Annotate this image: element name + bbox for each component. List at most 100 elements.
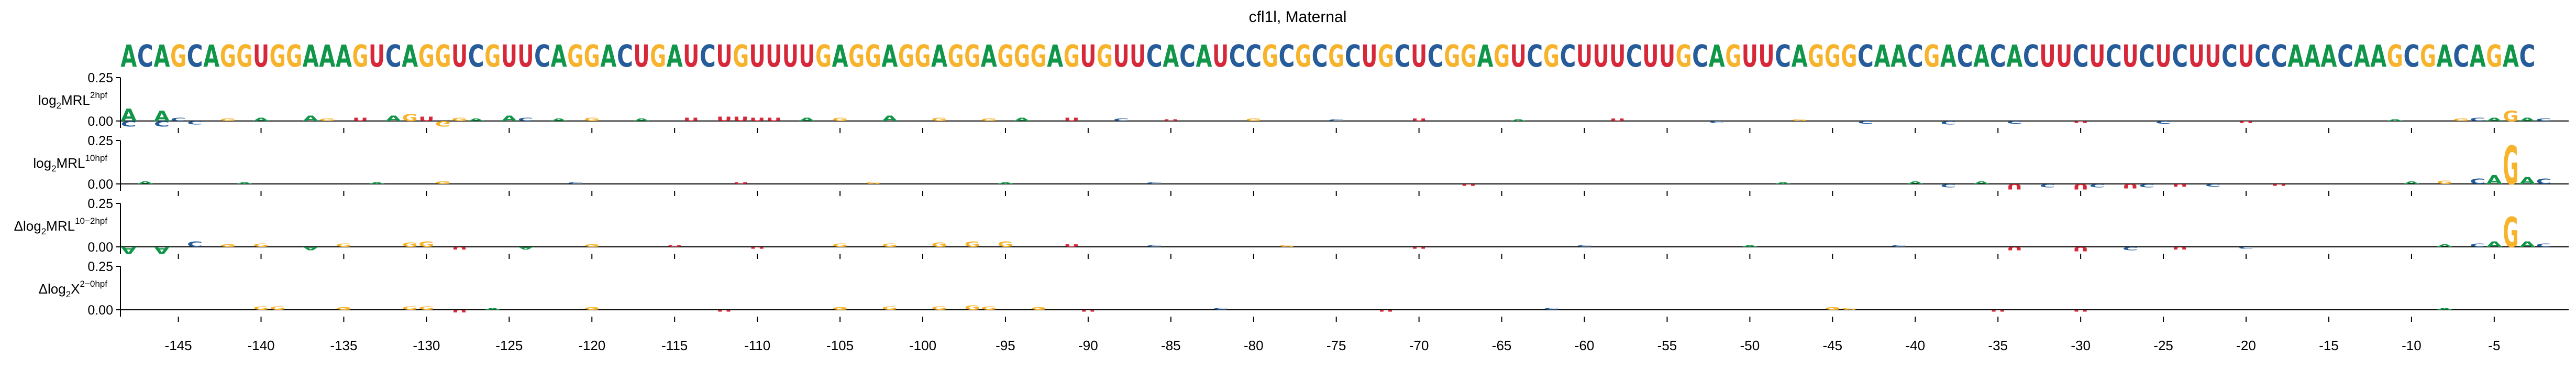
x-axis: -145 -140 -135 -130 -125 -120 -115 -110 -105 -100… [165, 338, 2501, 353]
logo-letter: G [402, 112, 418, 123]
logo-letter: U [766, 116, 782, 122]
sequence-letter: G [915, 38, 931, 74]
sequence-letter: U [1576, 38, 1593, 74]
logo-letter: A [303, 114, 318, 123]
x-tick-label: -15 [2319, 338, 2339, 353]
logo-letter: A [2404, 180, 2420, 185]
sequence-letter: A [120, 38, 137, 74]
logo-letter: C [187, 120, 203, 126]
sequence-letter: A [2354, 38, 2370, 74]
sequence-letter: A [303, 38, 319, 74]
sequence-letter: C [468, 38, 484, 74]
logo-letter: U [2172, 246, 2188, 250]
logo-letter: A [237, 182, 252, 185]
logo-letter: U [1461, 183, 1476, 186]
sequence-letter: G [567, 38, 583, 74]
logo-letter: G [336, 242, 351, 248]
logo-letter: U [2122, 182, 2138, 189]
sequence-letter: A [600, 38, 616, 74]
sequence-letter: U [451, 38, 468, 74]
sequence-letter: G [584, 38, 600, 74]
x-tick-label: -10 [2402, 338, 2422, 353]
logo-letter: U [733, 115, 749, 122]
logo-letter: U [2271, 183, 2287, 186]
sequence-letter: C [1229, 38, 1245, 74]
sequence-letter: U [1609, 38, 1626, 74]
logo-letter: U [1411, 117, 1427, 122]
logo-letter: C [1858, 120, 1874, 124]
logo-letter: C [1891, 245, 1907, 247]
logo-letter: G [932, 305, 947, 311]
logo-letter: C [121, 119, 137, 127]
x-tick-label: -35 [1988, 338, 2008, 353]
logo-letter: G [270, 305, 285, 311]
logo-letter: C [187, 240, 203, 248]
sequence-letter: G [270, 38, 286, 74]
sequence-letter: G [964, 38, 980, 74]
logo-letter: C [2155, 120, 2171, 124]
x-tick-label: -50 [1740, 338, 1760, 353]
sequence-letter: G [170, 38, 186, 74]
sequence-letter: G [733, 38, 749, 74]
sequence-letter: U [1080, 38, 1096, 74]
sequence-letter: C [2453, 38, 2469, 74]
x-tick-label: -65 [1492, 338, 1512, 353]
logo-letter: A [154, 108, 170, 125]
sequence-letter: A [1196, 38, 1212, 74]
sequence-letter: G [1841, 38, 1857, 74]
logo-letter: G [418, 305, 434, 311]
logo-letter: U [352, 116, 368, 122]
sequence-letter: G [948, 38, 964, 74]
logo-letter: C [2536, 117, 2552, 122]
logo-letter: C [2470, 242, 2485, 248]
logo-letter: A [2519, 240, 2535, 248]
panel-y-tick-label: 0.00 [87, 177, 113, 192]
sequence-letter: A [667, 38, 683, 74]
x-tick-label: -55 [1657, 338, 1677, 353]
x-tick-label: -125 [495, 338, 523, 353]
sequence-letter: A [153, 38, 170, 74]
sequence-letter: C [2519, 38, 2536, 74]
logo-letter: C [2470, 116, 2485, 122]
sequence-letter: G [418, 38, 435, 74]
sequence-letter: A [881, 38, 898, 74]
x-tick-label: -110 [744, 338, 770, 353]
sequence-letter: C [1692, 38, 1708, 74]
logo-letter: U [452, 246, 468, 250]
logo-letter: A [154, 244, 170, 255]
logo-letter: U [1378, 309, 1394, 312]
logo-letter: A [634, 117, 650, 122]
sequence-letter: U [1130, 38, 1146, 74]
sequence-letter: A [832, 38, 848, 74]
sequence-letter: G [435, 38, 451, 74]
sequence-letter: G [1064, 38, 1080, 74]
sequence-letter: G [650, 38, 666, 74]
sequence-letter: G [997, 38, 1013, 74]
sequence-letter: G [1808, 38, 1824, 74]
sequence-letter: A [2006, 38, 2022, 74]
logo-letter: U [1080, 309, 1096, 312]
logo-letter: A [1510, 119, 1526, 122]
logo-letter: G [932, 241, 947, 248]
logo-letter: U [2172, 183, 2188, 187]
logo-letter: A [137, 180, 153, 185]
logo-letter: A [518, 246, 534, 250]
logo-letter: A [1907, 180, 1923, 185]
logo-letter: U [2073, 309, 2088, 312]
sequence-letter: C [1278, 38, 1295, 74]
logo-letter: G [584, 116, 600, 122]
sequence-letter: U [766, 38, 782, 74]
logo-letter: U [1163, 119, 1179, 122]
logo-letter: G [1825, 306, 1840, 310]
sequence-letter: C [1907, 38, 1923, 74]
logo-letter: C [1709, 121, 1724, 123]
logo-letter: A [369, 182, 385, 185]
panel-y-tick-label: 0.25 [87, 71, 113, 85]
logo-letter: G [882, 305, 898, 311]
x-tick-label: -95 [996, 338, 1015, 353]
sequence-letter: C [137, 38, 153, 74]
